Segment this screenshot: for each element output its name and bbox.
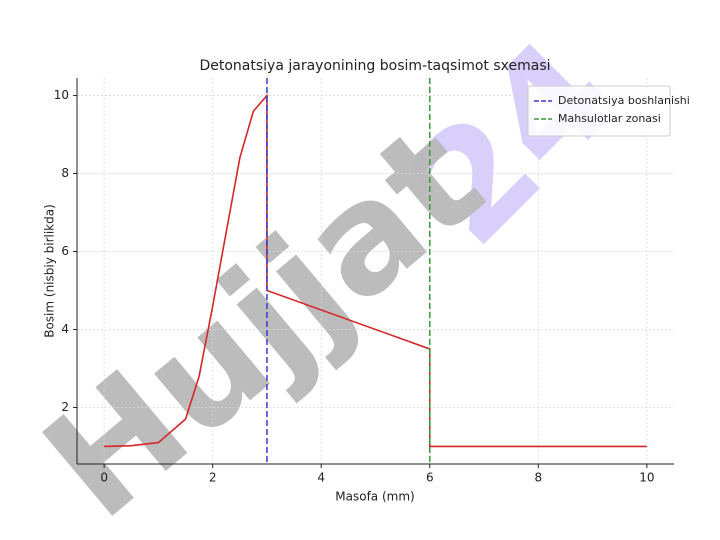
watermark-word: Hujjat xyxy=(13,92,514,540)
y-tick-label: 6 xyxy=(61,244,69,258)
legend-label: Mahsulotlar zonasi xyxy=(558,112,661,125)
line xyxy=(104,93,647,448)
legend-box xyxy=(527,85,671,137)
x-axis-label: Masofa (mm) xyxy=(335,490,414,504)
y-axis-label: Bosim (nisbiy birlikda) xyxy=(43,204,57,338)
x-tick-label: 8 xyxy=(534,471,542,485)
x-tick-label: 0 xyxy=(100,471,108,485)
chart-title: Detonatsiya jarayonining bosim-taqsimot … xyxy=(199,58,550,74)
y-tick-label: 10 xyxy=(54,88,69,102)
x-tick-label: 2 xyxy=(209,471,217,485)
x-tick-label: 6 xyxy=(426,471,434,485)
y-tick-label: 2 xyxy=(61,400,69,414)
y-tick-label: 4 xyxy=(61,322,69,336)
legend-label: Detonatsiya boshlanishi xyxy=(558,94,690,107)
x-tick-label: 10 xyxy=(639,471,654,485)
y-tick-label: 8 xyxy=(61,166,69,180)
x-tick-label: 4 xyxy=(317,471,325,485)
